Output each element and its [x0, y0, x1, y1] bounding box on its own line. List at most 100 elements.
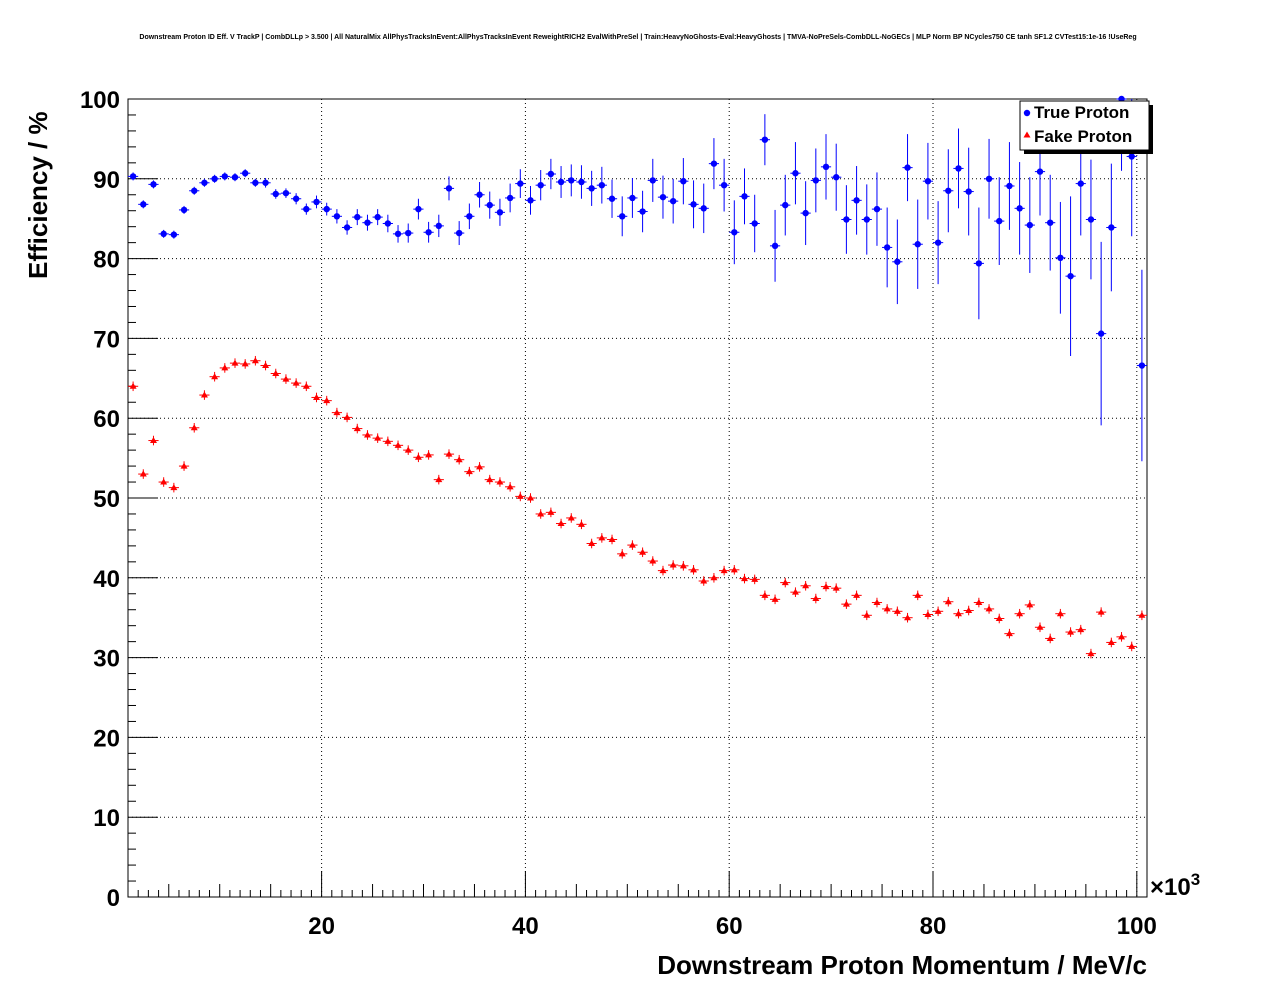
data-point	[394, 230, 402, 238]
data-point	[619, 213, 626, 220]
legend-box	[1019, 100, 1150, 151]
data-point	[822, 583, 830, 590]
data-point	[710, 574, 718, 581]
data-point	[170, 231, 178, 238]
data-point	[272, 190, 279, 198]
x-axis-title: Downstream Proton Momentum / MeV/c	[657, 950, 1147, 980]
x-axis-multiplier: ×103	[1150, 870, 1200, 901]
data-point	[598, 534, 606, 541]
data-point	[160, 230, 167, 238]
data-point	[863, 216, 870, 223]
data-point	[486, 476, 494, 483]
data-point	[292, 379, 300, 386]
data-point	[893, 607, 901, 614]
data-point	[1046, 634, 1054, 641]
data-point	[282, 189, 290, 197]
data-point	[741, 193, 748, 200]
data-point	[659, 193, 667, 201]
axis-ticks	[128, 98, 1138, 898]
data-point	[802, 209, 809, 217]
data-point	[221, 173, 229, 180]
data-point	[415, 205, 422, 213]
data-point	[1097, 330, 1105, 337]
data-point	[160, 478, 168, 485]
data-point	[129, 382, 137, 389]
data-point	[476, 463, 484, 470]
data-point	[995, 614, 1003, 621]
y-tick-label: 10	[93, 805, 120, 832]
data-point	[812, 595, 820, 602]
data-point	[628, 541, 636, 548]
data-point	[374, 213, 381, 221]
data-point	[200, 391, 208, 398]
legend-marker-true-proton	[1023, 109, 1031, 117]
data-point	[231, 174, 239, 181]
legend-marker-fake-proton	[1023, 131, 1031, 138]
data-point	[1087, 650, 1095, 657]
data-point	[1138, 362, 1146, 369]
data-point	[231, 359, 239, 366]
data-point	[761, 136, 769, 143]
data-point	[659, 567, 667, 574]
data-point	[455, 456, 463, 463]
data-point	[547, 508, 555, 515]
data-point	[1128, 642, 1136, 649]
data-point	[690, 201, 697, 208]
data-point	[833, 174, 840, 181]
data-point	[639, 208, 646, 215]
data-point	[272, 370, 280, 377]
data-point	[414, 453, 422, 460]
data-point	[771, 595, 779, 602]
data-point	[445, 450, 453, 457]
y-tick-labels: 0 10 20 30 40 50 60 70 80 90 100	[80, 87, 120, 912]
y-tick-label: 80	[93, 247, 120, 274]
data-point	[842, 600, 850, 607]
data-point	[1118, 633, 1126, 640]
data-point	[1057, 254, 1064, 262]
data-point	[883, 244, 891, 251]
data-point	[1006, 182, 1013, 190]
data-point	[343, 224, 351, 231]
data-point	[354, 213, 361, 221]
data-point	[537, 181, 544, 189]
y-tick-label: 20	[93, 725, 120, 752]
data-point	[221, 364, 229, 371]
data-point	[211, 175, 218, 182]
data-point	[323, 397, 331, 404]
data-point	[914, 591, 922, 598]
data-point	[608, 535, 616, 542]
data-point	[1046, 219, 1054, 226]
data-point	[241, 360, 249, 367]
series-true-proton	[128, 95, 1147, 462]
data-point	[1016, 610, 1024, 617]
data-point	[690, 566, 698, 573]
data-point	[333, 409, 341, 416]
y-tick-label: 30	[93, 646, 120, 673]
data-point	[934, 239, 942, 246]
x-tick-label: 60	[716, 913, 743, 940]
data-point	[557, 520, 565, 527]
data-point	[486, 201, 493, 209]
data-point	[965, 188, 972, 195]
data-point	[506, 194, 514, 202]
data-point	[700, 577, 708, 584]
data-point	[791, 588, 799, 595]
y-tick-label: 60	[93, 406, 120, 433]
data-point	[547, 170, 555, 178]
data-point	[476, 191, 483, 198]
x-tick-labels: 20 40 60 80 100	[308, 913, 1157, 940]
data-point	[996, 217, 1003, 225]
data-point	[303, 205, 310, 213]
data-point	[211, 373, 219, 380]
data-point	[537, 510, 545, 517]
data-point	[496, 478, 504, 485]
data-point	[802, 582, 810, 589]
data-point	[1036, 168, 1044, 175]
data-point	[629, 194, 636, 202]
data-point	[313, 198, 320, 206]
data-point	[873, 599, 881, 606]
data-point	[588, 539, 596, 546]
data-point	[985, 605, 993, 612]
data-point	[812, 177, 820, 184]
data-point	[904, 164, 911, 171]
